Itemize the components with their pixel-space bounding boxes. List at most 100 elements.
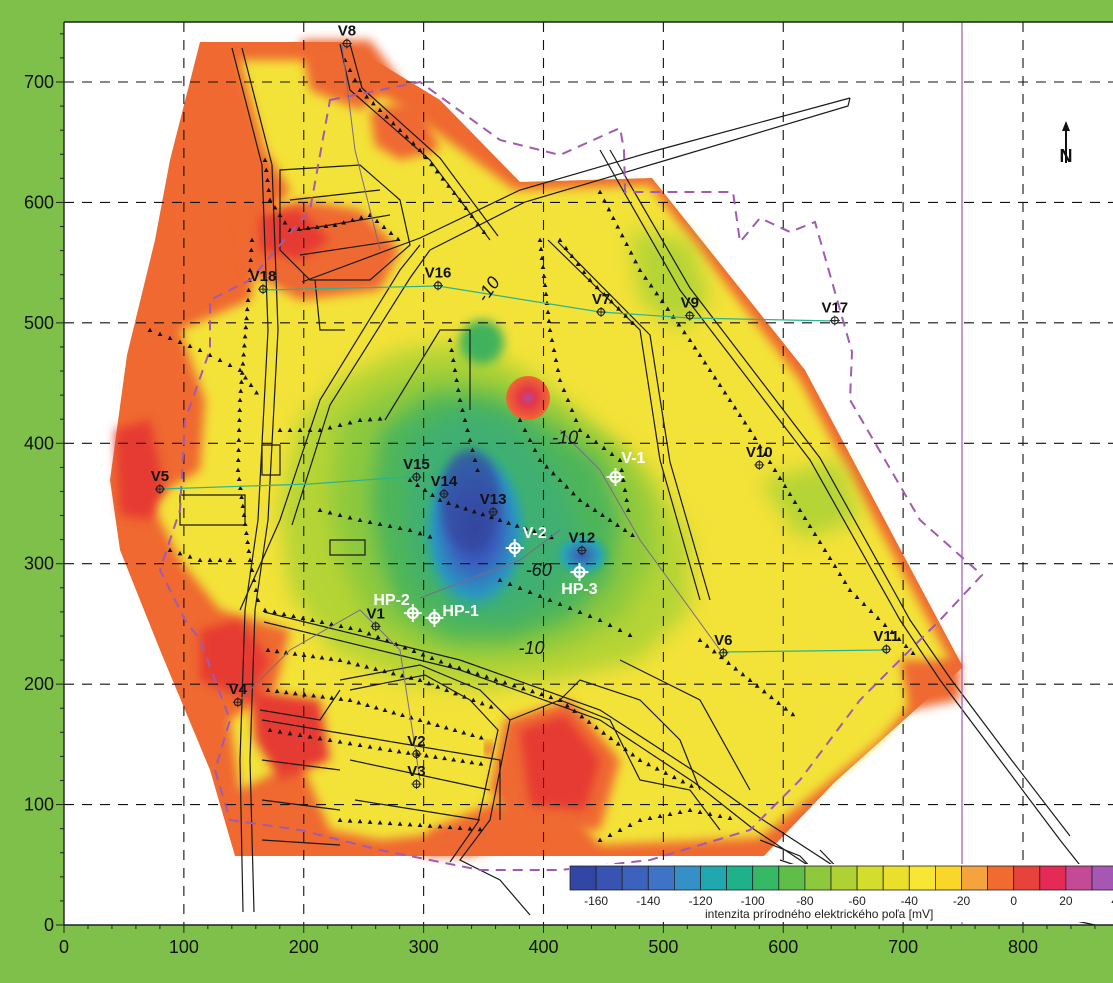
colorbar-cell	[830, 865, 858, 891]
station-marker	[592, 507, 598, 512]
well-v15[interactable]: V15	[403, 456, 430, 483]
station-marker	[717, 382, 723, 387]
colorbar-cell	[908, 865, 936, 891]
well-v12[interactable]: V12	[569, 529, 596, 556]
station-marker	[615, 224, 621, 229]
well-v-1[interactable]: V-1	[606, 450, 646, 487]
station-marker	[332, 222, 338, 227]
well-v10[interactable]: V10	[746, 444, 773, 470]
station-marker	[567, 605, 573, 610]
well-hp-3[interactable]: HP-3	[561, 563, 598, 598]
station-marker	[236, 437, 242, 442]
station-marker	[450, 357, 456, 362]
station-marker	[689, 783, 694, 788]
station-marker	[357, 818, 363, 824]
station-marker	[555, 367, 561, 372]
station-marker	[587, 613, 593, 618]
station-marker	[628, 250, 634, 255]
station-marker	[449, 347, 455, 352]
station-marker	[320, 694, 326, 699]
station-marker	[643, 275, 648, 280]
well-v14[interactable]: V14	[431, 473, 458, 499]
well-v9[interactable]: V9	[681, 295, 699, 321]
station-marker	[377, 820, 383, 825]
well-v4[interactable]: V4	[229, 681, 248, 708]
colorbar-tick-label: 0	[1010, 894, 1017, 908]
station-marker	[587, 277, 593, 282]
colorbar-cell	[961, 865, 989, 891]
station-marker	[469, 213, 475, 218]
station-marker	[704, 643, 710, 648]
well-v3[interactable]: V3	[407, 763, 426, 790]
station-marker	[402, 645, 408, 650]
station-marker	[426, 720, 432, 725]
station-marker	[387, 747, 393, 752]
well-hp-2[interactable]: HP-2	[373, 592, 422, 623]
station-marker	[569, 407, 575, 412]
station-marker	[573, 417, 579, 422]
station-marker	[538, 246, 544, 251]
station-marker	[377, 521, 383, 526]
colorbar-cell	[1039, 865, 1067, 891]
station-marker	[607, 622, 613, 627]
station-marker	[237, 407, 243, 412]
well-v5[interactable]: V5	[151, 468, 169, 495]
station-marker	[457, 825, 463, 830]
station-marker	[350, 217, 355, 222]
station-marker	[707, 811, 713, 816]
station-marker	[557, 477, 563, 482]
station-marker	[274, 688, 280, 694]
station-marker	[243, 324, 249, 330]
station-marker	[217, 557, 223, 562]
station-marker	[523, 526, 529, 531]
well-v7[interactable]: V7	[592, 291, 610, 318]
station-marker	[541, 273, 547, 278]
station-marker	[341, 220, 347, 225]
station-marker	[347, 818, 353, 823]
station-marker	[277, 212, 283, 217]
station-marker	[697, 637, 703, 642]
station-marker	[337, 817, 343, 822]
well-label: V8	[338, 22, 356, 39]
station-marker	[537, 237, 543, 242]
field-red-hotspot	[506, 376, 550, 420]
well-v2[interactable]: V2	[407, 733, 426, 759]
station-marker	[514, 523, 520, 528]
station-marker	[647, 815, 653, 820]
station-marker	[597, 837, 603, 842]
well-v17[interactable]: V17	[821, 299, 848, 326]
station-marker	[429, 161, 434, 167]
well-v8[interactable]: V8	[338, 22, 356, 49]
station-marker	[648, 283, 654, 288]
station-marker	[497, 517, 503, 522]
station-marker	[187, 343, 193, 348]
station-marker	[530, 688, 535, 694]
well-v6[interactable]: V6	[714, 632, 732, 658]
well-v-2[interactable]: V-2	[505, 525, 547, 558]
colorbar-caption: intenzita prírodného elektrického poľa […	[705, 907, 933, 921]
well-v11[interactable]: V11	[873, 628, 899, 655]
station-marker	[633, 258, 638, 264]
station-marker	[300, 615, 306, 620]
station-marker	[609, 299, 614, 304]
station-marker	[617, 457, 623, 462]
well-v1[interactable]: V1	[366, 605, 385, 632]
station-marker	[245, 297, 251, 302]
station-marker	[227, 362, 233, 367]
station-marker	[177, 550, 183, 556]
well-hp-1[interactable]: HP-1	[425, 603, 479, 627]
station-marker	[606, 206, 612, 212]
station-marker	[407, 477, 413, 482]
station-marker	[430, 492, 435, 497]
well-v18[interactable]: V18	[250, 268, 277, 295]
station-marker	[557, 601, 563, 606]
colorbar-cell	[804, 865, 832, 891]
well-v13[interactable]: V13	[480, 491, 507, 517]
colorbar-tick-label: 20	[1059, 894, 1073, 908]
station-marker	[572, 708, 577, 713]
station-marker	[238, 388, 244, 393]
station-marker	[623, 313, 629, 318]
well-v16[interactable]: V16	[425, 265, 452, 291]
station-marker	[382, 668, 387, 674]
